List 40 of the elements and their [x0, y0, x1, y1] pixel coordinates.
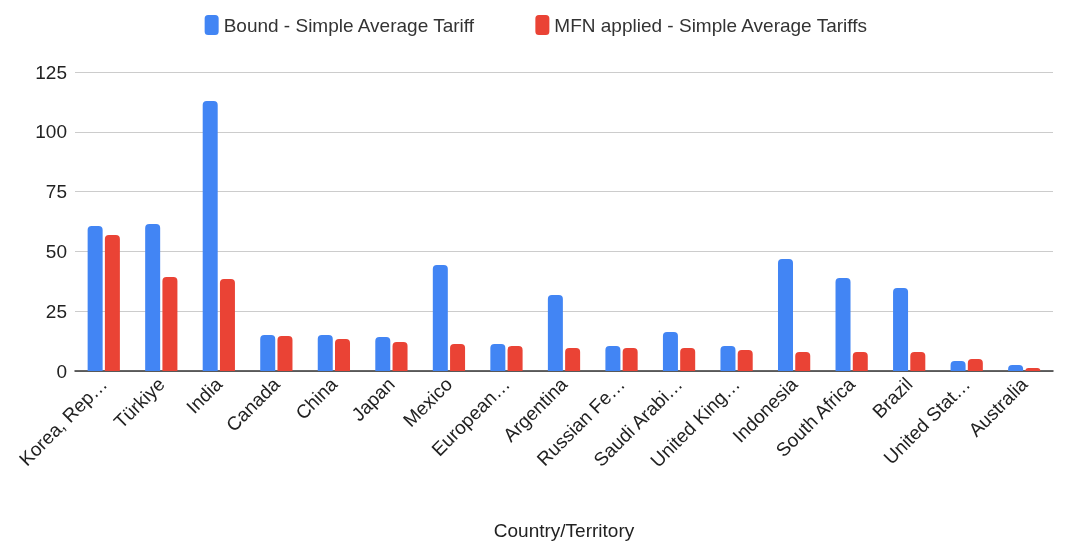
y-tick-label: 25	[45, 300, 67, 322]
bar	[910, 352, 926, 371]
bar	[317, 335, 333, 371]
bar	[432, 265, 448, 371]
bar	[450, 343, 466, 371]
bar	[835, 277, 851, 371]
legend-label: MFN applied - Simple Average Tariffs	[554, 14, 867, 36]
bar	[335, 338, 351, 371]
y-tick-label: 50	[45, 240, 67, 262]
bar	[219, 278, 235, 371]
bar	[565, 348, 581, 371]
bar	[852, 352, 868, 371]
bar	[720, 345, 736, 371]
y-tick-label: 75	[45, 181, 67, 203]
y-tick-label: 0	[56, 360, 67, 382]
bar	[737, 349, 753, 371]
bar	[680, 348, 696, 371]
bar	[277, 336, 293, 371]
bar	[622, 348, 638, 371]
bar	[547, 294, 563, 371]
bar	[162, 276, 178, 371]
bar	[87, 226, 103, 371]
bar	[967, 359, 983, 371]
bar	[145, 223, 161, 371]
bar	[202, 100, 218, 371]
bar	[893, 288, 909, 371]
legend-label: Bound - Simple Average Tariff	[223, 14, 475, 36]
bar	[104, 234, 120, 371]
bar	[507, 345, 523, 371]
y-tick-label: 100	[35, 121, 67, 143]
bar	[777, 259, 793, 371]
bar	[662, 332, 678, 371]
bar	[375, 337, 391, 371]
bar	[490, 343, 506, 371]
bar	[795, 352, 811, 371]
bar	[605, 345, 621, 371]
x-axis-title: Country/Territory	[493, 520, 635, 541]
y-tick-label: 125	[35, 61, 67, 83]
bar	[260, 335, 276, 371]
bar	[392, 342, 408, 371]
